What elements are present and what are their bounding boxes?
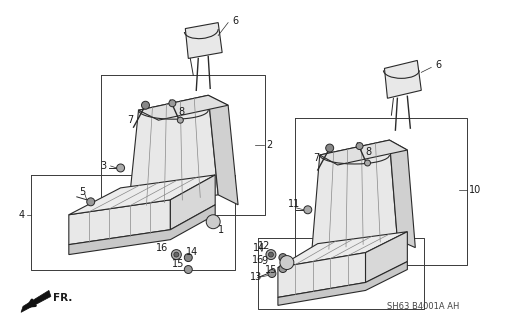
Polygon shape bbox=[278, 232, 407, 268]
Text: 3: 3 bbox=[101, 161, 107, 171]
Text: 2: 2 bbox=[266, 140, 272, 150]
Polygon shape bbox=[139, 95, 228, 120]
Circle shape bbox=[365, 160, 370, 166]
Text: 12: 12 bbox=[258, 241, 270, 251]
Circle shape bbox=[174, 252, 179, 257]
Polygon shape bbox=[208, 95, 238, 205]
Circle shape bbox=[279, 265, 287, 273]
Polygon shape bbox=[384, 60, 421, 98]
Polygon shape bbox=[278, 252, 366, 297]
Text: SH63 B4001A AH: SH63 B4001A AH bbox=[387, 302, 459, 311]
Circle shape bbox=[142, 101, 149, 109]
Circle shape bbox=[116, 164, 125, 172]
Text: 15: 15 bbox=[173, 259, 185, 268]
Text: 6: 6 bbox=[232, 16, 238, 26]
Circle shape bbox=[171, 250, 181, 260]
Text: 4: 4 bbox=[19, 210, 25, 220]
Polygon shape bbox=[320, 140, 407, 165]
Polygon shape bbox=[170, 175, 215, 230]
Polygon shape bbox=[69, 175, 215, 215]
Text: 13: 13 bbox=[250, 273, 262, 283]
Polygon shape bbox=[312, 140, 398, 252]
Text: 6: 6 bbox=[435, 60, 441, 70]
Polygon shape bbox=[278, 261, 407, 305]
Circle shape bbox=[184, 266, 192, 274]
Circle shape bbox=[206, 215, 220, 229]
Circle shape bbox=[325, 144, 334, 152]
Circle shape bbox=[266, 250, 276, 260]
Text: 15: 15 bbox=[265, 265, 278, 275]
Polygon shape bbox=[129, 95, 218, 208]
Circle shape bbox=[268, 269, 276, 277]
Text: 7: 7 bbox=[313, 153, 319, 163]
Circle shape bbox=[356, 143, 363, 149]
Text: 16: 16 bbox=[252, 255, 264, 265]
Text: 10: 10 bbox=[469, 185, 482, 195]
Circle shape bbox=[87, 198, 95, 206]
Text: 8: 8 bbox=[178, 107, 184, 117]
Circle shape bbox=[280, 256, 294, 269]
Polygon shape bbox=[185, 23, 222, 59]
Polygon shape bbox=[389, 140, 415, 248]
Circle shape bbox=[177, 117, 183, 123]
Circle shape bbox=[279, 253, 287, 261]
Text: 11: 11 bbox=[288, 199, 300, 209]
Polygon shape bbox=[366, 232, 407, 283]
Text: 7: 7 bbox=[128, 115, 134, 125]
Text: 16: 16 bbox=[157, 243, 169, 252]
Circle shape bbox=[169, 100, 176, 107]
Text: 14: 14 bbox=[186, 247, 199, 257]
Circle shape bbox=[184, 253, 192, 261]
Circle shape bbox=[304, 206, 312, 214]
Text: 9: 9 bbox=[261, 256, 267, 266]
Text: 1: 1 bbox=[218, 225, 225, 235]
Text: FR.: FR. bbox=[53, 293, 72, 303]
Polygon shape bbox=[69, 205, 215, 255]
Circle shape bbox=[268, 252, 273, 257]
Text: 8: 8 bbox=[366, 147, 372, 157]
Polygon shape bbox=[69, 200, 170, 244]
Text: 5: 5 bbox=[79, 187, 85, 197]
Polygon shape bbox=[21, 291, 51, 312]
Text: 14: 14 bbox=[253, 243, 265, 252]
